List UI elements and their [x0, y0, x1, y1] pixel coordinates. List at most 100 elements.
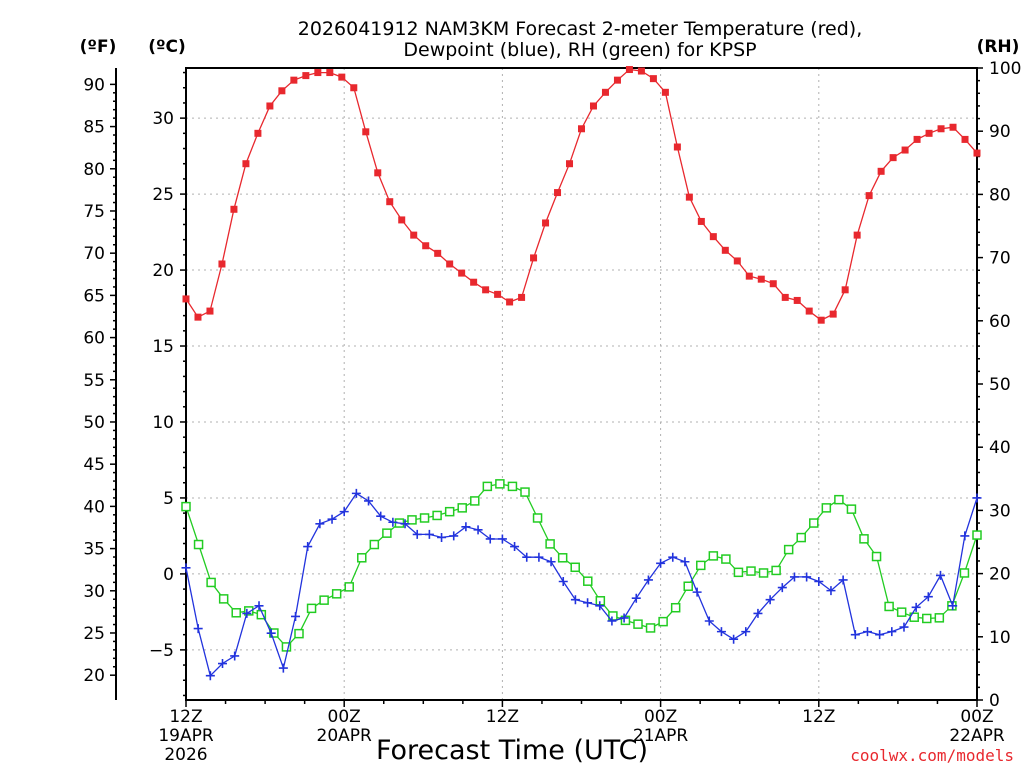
- temperature-series: [182, 66, 981, 324]
- rh-point: [482, 481, 493, 492]
- rh-point: [708, 551, 719, 561]
- temperature-point: [805, 307, 813, 315]
- temperature-point: [937, 125, 945, 133]
- temperature-point: [542, 219, 550, 227]
- fahrenheit-tick-label: 85: [83, 118, 105, 138]
- temperature-point: [913, 135, 921, 143]
- rh-point: [532, 513, 543, 523]
- chart-title-line2: Dewpoint (blue), RH (green) for KPSP: [403, 39, 756, 61]
- temperature-point: [182, 295, 190, 303]
- rh-tick-label: 40: [989, 438, 1011, 458]
- celsius-tick-label: 5: [163, 489, 174, 509]
- fahrenheit-tick-label: 90: [83, 75, 105, 95]
- temperature-point: [326, 69, 334, 77]
- dewpoint-point: [668, 552, 678, 562]
- temperature-point: [709, 233, 717, 241]
- time-tick-year-label: 2026: [164, 745, 207, 765]
- temperature-point: [434, 249, 442, 257]
- dewpoint-point: [583, 598, 593, 608]
- celsius-tick-label: 20: [152, 261, 174, 281]
- fahrenheit-axis: 90 85 80 75 70 65 60 55 50 45 40 35 30 25 20: [83, 75, 116, 686]
- temperature-point: [206, 307, 214, 315]
- rh-point: [218, 594, 229, 604]
- dewpoint-point: [510, 542, 520, 552]
- dewpoint-point: [461, 522, 471, 532]
- time-tick-label: 12Z: [486, 707, 519, 727]
- dewpoint-point: [765, 595, 775, 605]
- dewpoint-point: [656, 558, 666, 568]
- temperature-point: [601, 88, 609, 96]
- rh-point: [344, 582, 354, 592]
- dewpoint-point: [351, 488, 361, 498]
- rh-point: [934, 613, 945, 623]
- fahrenheit-tick-label: 30: [83, 582, 105, 602]
- temperature-point: [769, 280, 777, 288]
- temperature-point: [482, 286, 490, 294]
- dewpoint-point: [789, 572, 799, 582]
- rh-unit-label: (RH): [977, 37, 1020, 57]
- dewpoint-point: [364, 496, 374, 506]
- temperature-point: [829, 310, 837, 318]
- dewpoint-point: [960, 531, 970, 541]
- rh-point: [357, 553, 367, 563]
- dewpoint-point: [887, 627, 897, 637]
- temperature-point: [733, 257, 741, 265]
- fahrenheit-tick-label: 35: [83, 540, 105, 560]
- temperature-point: [949, 123, 957, 131]
- fahrenheit-tick-label: 50: [83, 413, 105, 433]
- celsius-axis: 30 25 20 15 10 5 0 −5: [149, 71, 186, 697]
- dewpoint-point: [388, 517, 398, 527]
- rh-point: [633, 619, 643, 629]
- dewpoint-point: [972, 493, 982, 503]
- dewpoint-point: [266, 628, 276, 638]
- rh-point: [758, 568, 769, 578]
- fahrenheit-tick-label: 75: [83, 202, 105, 222]
- temperature-point: [901, 146, 909, 154]
- rh-point: [444, 506, 455, 517]
- dewpoint-point: [315, 519, 325, 529]
- temperature-point: [781, 293, 789, 301]
- temperature-point: [625, 66, 633, 74]
- rh-point: [181, 501, 191, 512]
- dewpoint-point: [753, 608, 763, 618]
- dewpoint-point: [412, 529, 422, 539]
- temperature-point: [194, 313, 202, 321]
- dewpoint-point: [923, 592, 933, 602]
- rh-point: [570, 562, 580, 573]
- celsius-tick-label: 15: [152, 337, 174, 357]
- grid-lines: [186, 68, 977, 700]
- celsius-tick-label: 25: [152, 185, 174, 205]
- temperature-point: [398, 216, 406, 224]
- temperature-point: [889, 154, 897, 162]
- dewpoint-point: [485, 534, 495, 544]
- fahrenheit-tick-label: 25: [83, 624, 105, 644]
- rh-point: [972, 530, 982, 540]
- temperature-point: [757, 275, 765, 283]
- dewpoint-point: [218, 659, 228, 669]
- rh-point: [520, 487, 530, 497]
- rh-point: [419, 513, 430, 523]
- rh-line: [185, 483, 978, 648]
- temperature-point: [554, 189, 562, 197]
- rh-point: [683, 581, 693, 591]
- rh-point: [871, 551, 882, 562]
- time-tick-label: 00Z: [960, 707, 993, 727]
- temperature-point: [362, 128, 370, 136]
- dewpoint-point: [850, 630, 860, 640]
- time-tick-date-label: 22APR: [949, 726, 1005, 746]
- rh-tick-label: 70: [989, 249, 1011, 269]
- fahrenheit-tick-label: 40: [83, 497, 105, 517]
- celsius-tick-label: −5: [149, 641, 174, 661]
- temperature-point: [817, 316, 825, 324]
- rh-point: [294, 628, 304, 639]
- celsius-unit-label: (ºC): [148, 37, 186, 57]
- rh-point: [470, 496, 480, 506]
- time-tick-date-label: 19APR: [158, 726, 214, 746]
- rh-tick-label: 30: [989, 501, 1011, 521]
- temperature-point: [793, 296, 801, 304]
- rh-point: [193, 539, 204, 550]
- dewpoint-point: [193, 624, 203, 634]
- time-tick-label: 12Z: [169, 707, 202, 727]
- temperature-point: [661, 88, 669, 96]
